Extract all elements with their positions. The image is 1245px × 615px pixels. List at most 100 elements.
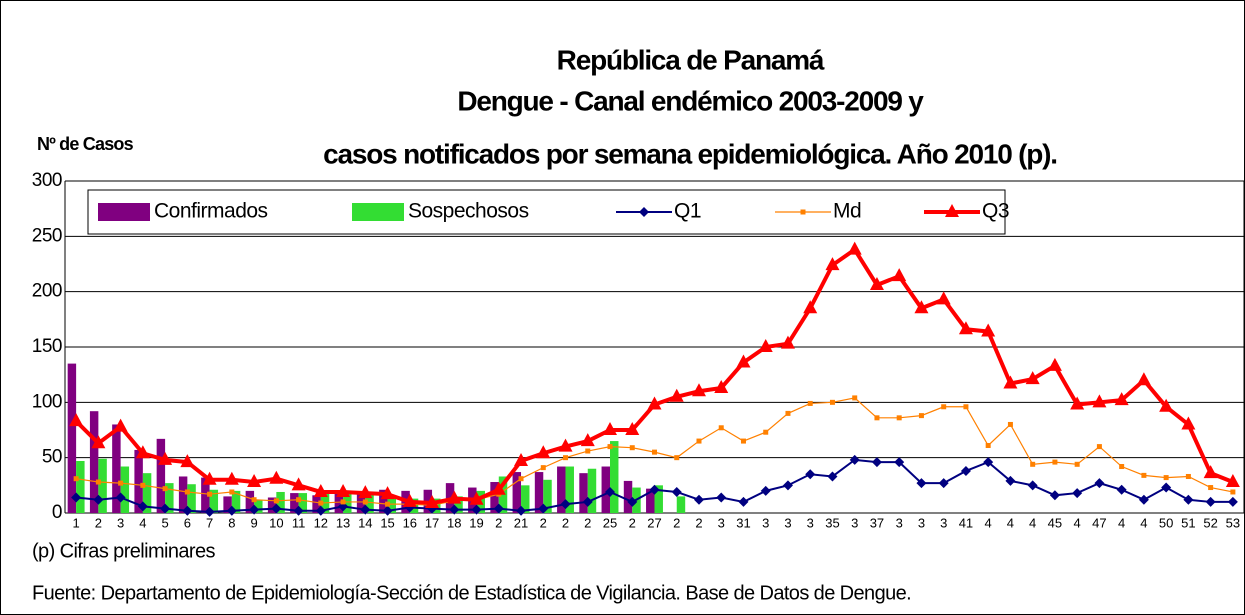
marker <box>1141 472 1147 478</box>
marker <box>669 388 684 402</box>
marker <box>936 291 951 305</box>
marker <box>1203 465 1218 479</box>
x-tick-label: 2 <box>629 515 636 530</box>
marker <box>625 422 640 435</box>
bar <box>89 411 99 513</box>
x-tick-label: 18 <box>447 515 461 530</box>
marker <box>516 505 527 516</box>
marker <box>318 500 324 506</box>
bar <box>312 495 321 513</box>
marker <box>362 499 368 505</box>
y-tick-label: 100 <box>32 391 62 412</box>
bar <box>512 472 522 513</box>
marker <box>160 503 171 514</box>
marker <box>629 445 635 451</box>
x-tick-label: 37 <box>870 515 884 530</box>
marker <box>1138 494 1149 505</box>
bar <box>98 458 107 513</box>
x-tick-label: 25 <box>603 515 617 530</box>
x-tick-label: 53 <box>1226 515 1240 530</box>
x-tick-label: 2 <box>95 515 102 530</box>
marker <box>1185 473 1191 479</box>
marker <box>140 482 146 488</box>
marker <box>1052 459 1058 465</box>
marker <box>1114 392 1129 406</box>
x-tick-label: 3 <box>718 515 725 530</box>
marker <box>869 277 884 291</box>
bar <box>276 491 285 513</box>
bar <box>454 496 463 513</box>
bar <box>156 438 166 513</box>
marker <box>536 445 551 459</box>
marker <box>649 484 660 495</box>
legend-label: Q1 <box>674 200 701 223</box>
bar <box>290 493 299 513</box>
marker <box>807 400 813 406</box>
marker <box>251 497 257 503</box>
marker <box>135 445 150 459</box>
source: Fuente: Departamento de Epidemiología-Se… <box>32 582 911 604</box>
marker <box>249 504 260 515</box>
bar <box>610 441 619 513</box>
marker <box>425 495 440 509</box>
marker <box>758 339 773 352</box>
marker <box>115 492 126 503</box>
x-tick-label: 2 <box>584 515 591 530</box>
marker <box>671 486 682 497</box>
marker <box>674 455 680 461</box>
legend-label: Q3 <box>982 200 1009 223</box>
marker <box>296 497 302 503</box>
marker <box>1092 394 1107 408</box>
x-tick-label: 16 <box>403 515 417 530</box>
marker <box>1116 484 1127 495</box>
x-tick-label: 41 <box>959 515 973 530</box>
x-tick-label: 21 <box>514 515 528 530</box>
marker <box>647 396 662 410</box>
marker <box>137 501 148 512</box>
marker <box>1047 357 1062 371</box>
x-tick-label: 3 <box>918 515 925 530</box>
marker <box>449 504 460 515</box>
bar <box>267 497 277 513</box>
marker <box>113 418 128 432</box>
marker <box>1119 464 1125 470</box>
marker <box>380 486 395 500</box>
marker <box>605 486 616 497</box>
marker <box>273 498 279 504</box>
y-tick-label: 300 <box>32 170 62 191</box>
bar <box>387 497 397 513</box>
x-tick-label: 31 <box>736 515 750 530</box>
x-tick-label: 7 <box>206 515 213 530</box>
marker <box>736 354 751 368</box>
x-tick-label: 2 <box>540 515 547 530</box>
legend-swatch <box>98 203 150 221</box>
marker <box>1230 489 1236 495</box>
marker <box>1003 375 1018 389</box>
marker <box>603 422 618 435</box>
x-tick-label: 6 <box>184 515 191 530</box>
x-tick-label: 9 <box>250 515 257 530</box>
bar <box>601 466 611 513</box>
marker <box>358 485 373 499</box>
marker <box>639 207 649 217</box>
chart-title: casos notificados por semana epidemiológ… <box>323 138 1057 169</box>
marker <box>518 476 524 482</box>
marker <box>313 483 328 497</box>
marker <box>582 496 593 507</box>
marker <box>829 399 835 405</box>
marker <box>958 321 973 335</box>
marker <box>1161 482 1172 493</box>
marker <box>800 209 806 215</box>
marker <box>803 300 818 314</box>
marker <box>918 413 924 419</box>
x-tick-label: 2 <box>673 515 680 530</box>
marker <box>896 415 902 421</box>
marker <box>491 481 506 495</box>
marker <box>960 465 971 476</box>
bar <box>334 493 344 513</box>
bar <box>623 480 633 513</box>
marker <box>315 505 326 516</box>
marker <box>91 435 106 449</box>
marker <box>1030 461 1036 467</box>
x-tick-label: 15 <box>380 515 394 530</box>
